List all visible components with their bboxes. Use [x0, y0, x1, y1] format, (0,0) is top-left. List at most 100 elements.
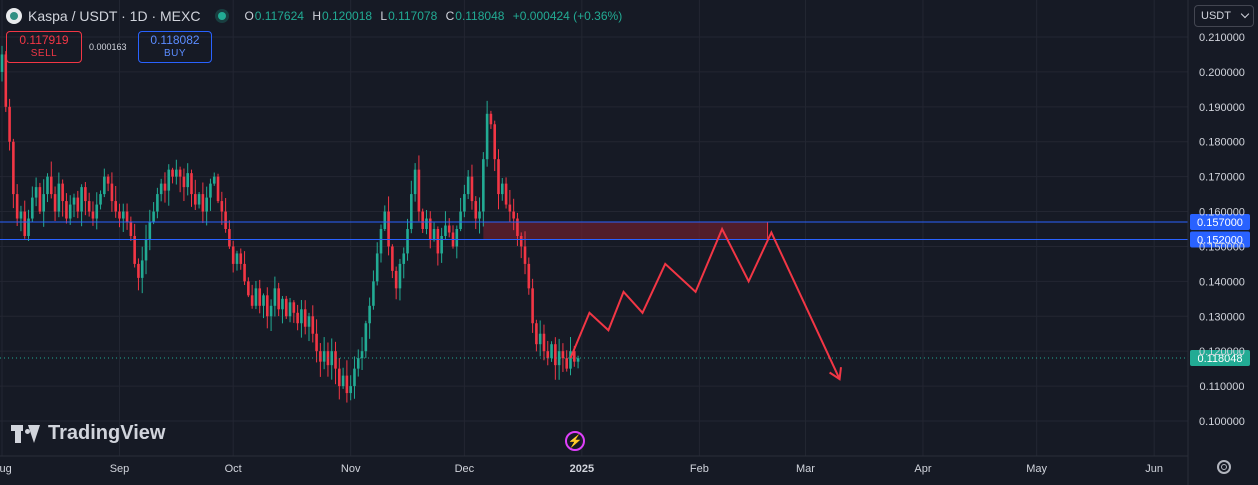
currency-selector[interactable]: USDT [1194, 5, 1254, 27]
candle-body [209, 183, 212, 198]
y-tick-label: 0.110000 [1199, 381, 1244, 393]
candle-body [212, 176, 216, 184]
flash-icon[interactable]: ⚡ [565, 431, 585, 451]
candle-body [129, 222, 133, 236]
gear-icon[interactable] [1217, 460, 1231, 474]
candle-body [258, 288, 262, 306]
candle-body [31, 197, 34, 219]
candle-body [19, 211, 23, 219]
candle-body [406, 229, 409, 254]
symbol-title[interactable]: Kaspa / USDT · 1D · MEXC [28, 8, 201, 24]
candle-body [531, 288, 534, 324]
candle-body [288, 302, 292, 317]
y-tick-label: 0.170000 [1199, 172, 1245, 184]
candle-body [319, 351, 322, 362]
candle-body [27, 218, 30, 236]
y-tick-label: 0.140000 [1199, 276, 1245, 288]
candle-body [527, 263, 531, 289]
x-tick-label: Sep [110, 463, 130, 475]
candle-body [394, 270, 398, 289]
candle-body [178, 169, 182, 177]
candle-body [296, 312, 299, 324]
buy-button[interactable]: 0.118082 BUY [138, 31, 212, 63]
candle-body [326, 351, 330, 366]
candle-body [311, 316, 315, 334]
candle-body [375, 253, 379, 282]
candle-body [114, 201, 117, 212]
candle-body [156, 194, 159, 212]
y-tick-label: 0.120000 [1199, 346, 1245, 358]
candle-body [8, 106, 11, 142]
candle-body [508, 204, 512, 212]
candle-body [383, 211, 387, 229]
candle-body [516, 218, 519, 236]
candle-body [34, 187, 38, 198]
candle-body [478, 211, 481, 219]
candle-body [49, 176, 53, 195]
x-tick-label: Apr [914, 463, 931, 475]
high-value: 0.120018 [321, 9, 373, 23]
candle-body [569, 351, 572, 369]
candle-body [110, 183, 114, 202]
x-tick-label: Feb [690, 463, 709, 475]
level-price-tag [1190, 231, 1250, 248]
candle-body [338, 368, 341, 387]
candle-body [565, 358, 569, 369]
candle-body [273, 288, 277, 306]
close-label: C [445, 9, 455, 23]
candle-body [466, 176, 470, 195]
candle-body [440, 235, 443, 254]
candle-body [519, 235, 523, 247]
candle-body [91, 211, 95, 219]
y-tick-label: 0.150000 [1199, 241, 1245, 253]
candle-body [68, 204, 72, 219]
candle-body [205, 197, 208, 212]
candle-body [364, 323, 368, 352]
level-price-label: 0.157000 [1197, 217, 1243, 229]
time-axis: Aug Sep Oct Nov Dec 2025 Feb Mar Apr May Jun [0, 463, 1163, 475]
x-tick-label: Aug [0, 463, 12, 475]
candles [0, 45, 580, 403]
y-tick-label: 0.180000 [1199, 137, 1245, 149]
level-price-label: 0.152000 [1197, 234, 1243, 246]
candle-body [23, 211, 27, 236]
sell-button[interactable]: 0.117919 SELL [6, 31, 82, 63]
candle-body [538, 333, 542, 345]
candle-body [163, 183, 167, 191]
candle-body [53, 194, 57, 212]
tradingview-logo[interactable]: TradingView [11, 422, 165, 445]
x-tick-label: Jun [1145, 463, 1163, 475]
candle-body [118, 211, 121, 219]
candle-body [417, 169, 421, 212]
candle-body [95, 204, 99, 219]
candle-body [216, 176, 220, 202]
candle-body [190, 173, 193, 195]
y-tick-label: 0.190000 [1199, 102, 1245, 114]
candle-body [231, 246, 235, 264]
candle-body [235, 253, 239, 264]
candle-body [284, 298, 288, 317]
candle-body [482, 159, 485, 212]
candle-body [144, 239, 148, 261]
candle-body [489, 113, 493, 125]
projection-path[interactable] [569, 226, 841, 380]
y-tick-label: 0.210000 [1199, 32, 1245, 44]
candle-body [356, 358, 360, 369]
x-tick-label: Oct [225, 463, 242, 475]
candle-body [57, 183, 61, 212]
candle-body [432, 229, 436, 240]
candle-body [372, 281, 375, 306]
candle-body [106, 176, 110, 184]
candle-body [80, 187, 83, 212]
candle-body [167, 169, 171, 191]
candle-body [455, 229, 459, 247]
candle-body [186, 173, 190, 188]
sell-price: 0.117919 [19, 33, 69, 47]
candle-body [334, 351, 337, 369]
high-label: H [312, 9, 321, 23]
candle-body [447, 225, 451, 233]
candle-body [353, 368, 356, 387]
candle-body [504, 183, 508, 205]
buy-label: BUY [163, 48, 187, 59]
